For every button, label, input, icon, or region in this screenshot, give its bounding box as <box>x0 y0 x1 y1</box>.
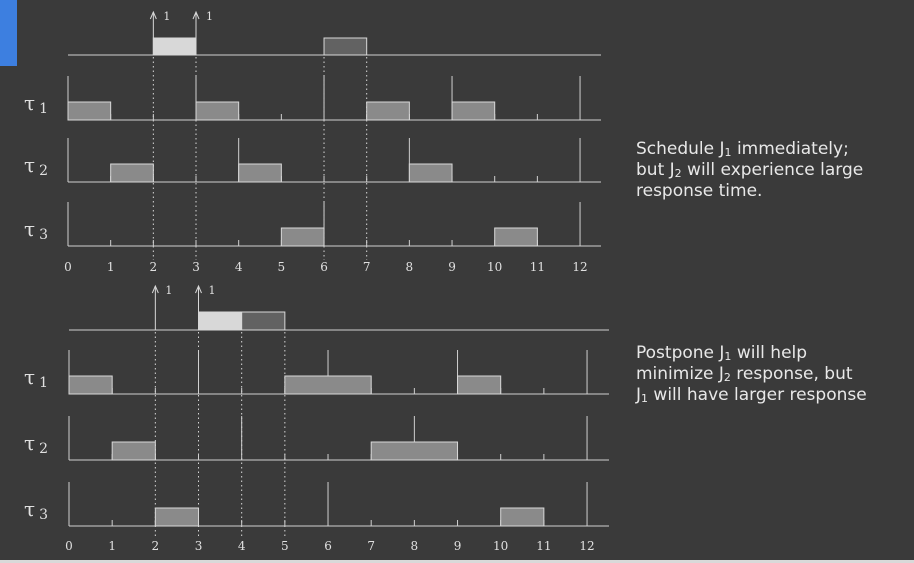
aperiodic-job-block-j1 <box>198 311 243 331</box>
arrival-label: 1 <box>209 284 216 297</box>
caption-line: response time. <box>636 181 763 201</box>
axis-tick-label: 7 <box>363 260 371 274</box>
axis-tick-label: 6 <box>320 260 328 274</box>
axis-tick-label: 10 <box>493 539 508 553</box>
axis-tick-label: 2 <box>150 260 158 274</box>
slide-accent-bar <box>0 0 17 66</box>
axis-tick-label: 8 <box>406 260 414 274</box>
axis-tick-label: 6 <box>324 539 332 553</box>
axis-tick-label: 4 <box>235 260 243 274</box>
task-execution-block <box>408 163 453 183</box>
task-execution-block <box>370 441 459 461</box>
axis-tick-label: 5 <box>278 260 286 274</box>
arrival-arrow-head <box>192 10 200 20</box>
axis-tick-label: 9 <box>454 539 462 553</box>
axis-tick-label: 12 <box>572 260 587 274</box>
task-execution-block <box>500 507 545 527</box>
axis-tick-label: 12 <box>579 539 594 553</box>
task-execution-block <box>154 507 200 527</box>
arrival-label: 1 <box>163 10 170 23</box>
task-execution-block <box>238 163 282 183</box>
axis-tick-label: 3 <box>192 260 200 274</box>
task-execution-block <box>494 227 538 247</box>
axis-tick-label: 11 <box>530 260 545 274</box>
axis-tick-label: 5 <box>281 539 289 553</box>
caption-line: Schedule J1 immediately; <box>636 139 849 159</box>
caption-line: minimize J2 response, but <box>636 364 853 384</box>
axis-tick-label: 1 <box>108 539 116 553</box>
task-execution-block <box>195 101 240 121</box>
caption-line: Postpone J1 will help <box>636 343 808 363</box>
task-execution-block <box>68 375 113 395</box>
axis-tick-label: 0 <box>64 260 72 274</box>
axis-tick-label: 0 <box>65 539 73 553</box>
arrival-label: 1 <box>206 10 213 23</box>
task-execution-block <box>110 163 154 183</box>
axis-tick-label: 7 <box>367 539 375 553</box>
task-execution-block <box>366 101 410 121</box>
caption-line: J1 will have larger response <box>636 385 867 405</box>
axis-tick-label: 8 <box>411 539 419 553</box>
task-execution-block <box>280 227 325 247</box>
arrival-label: 1 <box>165 284 172 297</box>
axis-tick-label: 11 <box>536 539 551 553</box>
footer-strip <box>0 560 914 563</box>
task-execution-block <box>284 375 372 395</box>
arrival-arrow-head <box>151 284 159 294</box>
axis-tick-label: 10 <box>487 260 502 274</box>
task-execution-block <box>67 101 112 121</box>
axis-tick-label: 2 <box>152 539 160 553</box>
arrival-arrow-head <box>195 284 202 294</box>
task-execution-block <box>111 441 156 461</box>
axis-tick-label: 1 <box>107 260 115 274</box>
aperiodic-job-block-j1 <box>152 37 197 56</box>
axis-tick-label: 3 <box>195 539 203 553</box>
axis-tick-label: 4 <box>238 539 246 553</box>
task-execution-block <box>451 101 496 121</box>
aperiodic-job-block-j2 <box>323 37 368 56</box>
caption-line: but J2 will experience large <box>636 160 864 180</box>
arrival-arrow-head <box>149 10 157 20</box>
caption-postpone-schedule: Postpone J1 will help minimize J2 respon… <box>636 343 867 406</box>
task-execution-block <box>457 375 502 395</box>
aperiodic-job-block-j2 <box>241 311 286 331</box>
axis-tick-label: 9 <box>448 260 456 274</box>
caption-immediate-schedule: Schedule J1 immediately; but J2 will exp… <box>636 139 863 202</box>
